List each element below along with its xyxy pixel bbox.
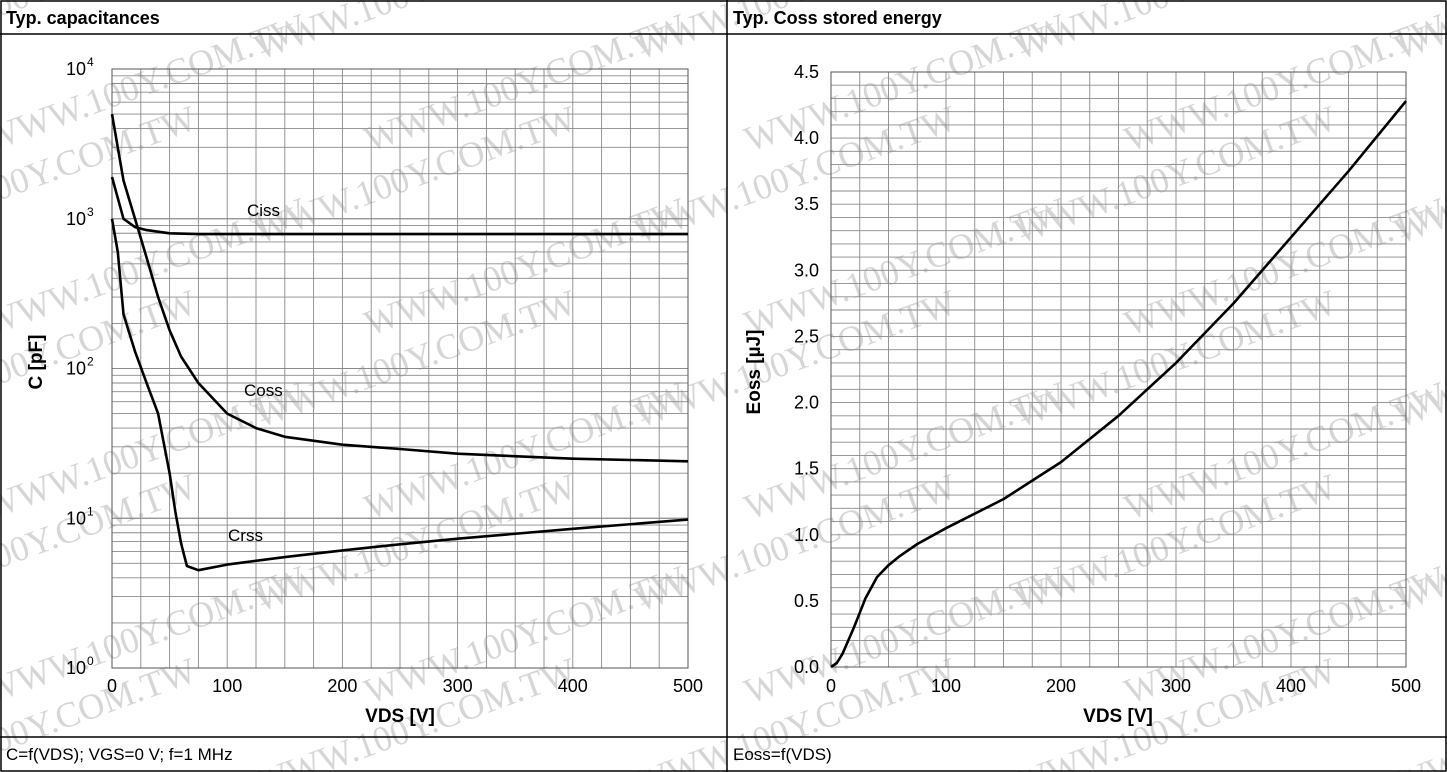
y-tick-label: 3.5	[794, 194, 819, 214]
series-line-eoss	[830, 100, 1408, 669]
annotation-ciss: Ciss	[247, 201, 280, 220]
y-tick-label: 0.5	[794, 591, 819, 611]
x-tick-label: 300	[1161, 676, 1191, 696]
series-line-ciss	[110, 176, 688, 236]
y-tick-label: 10	[66, 658, 86, 678]
x-tick-label: 100	[931, 676, 961, 696]
y-tick-exponent: 0	[87, 654, 94, 668]
x-tick-label: 0	[826, 676, 836, 696]
y-tick-label: 10	[66, 508, 86, 528]
panel-title-capacitances: Typ. capacitances	[6, 8, 160, 28]
x-tick-label: 100	[212, 676, 242, 696]
y-tick-exponent: 4	[87, 55, 94, 69]
annotation-crss: Crss	[228, 526, 263, 545]
energy-chart: 0 100 200 300 400 500 0.0 0.5 1.0 1.5 2.0 2.5 3.0 3.5…	[744, 62, 1421, 727]
capacitance-annotations: Ciss Coss Crss	[228, 201, 283, 545]
y-tick-label: 10	[66, 59, 86, 79]
series-line-crss	[110, 218, 689, 572]
x-tick-label: 400	[1276, 676, 1306, 696]
plot-area	[830, 71, 1407, 668]
x-tick-label: 200	[327, 676, 357, 696]
x-tick-label: 0	[107, 676, 117, 696]
series-line-coss	[110, 113, 689, 463]
y-tick-label: 2.5	[794, 326, 819, 346]
energy-tick-labels: 0 100 200 300 400 500 0.0 0.5 1.0 1.5 2.0 2.5 3.0 3.5…	[794, 62, 1421, 696]
x-tick-label: 300	[443, 676, 473, 696]
y-tick-label: 1.5	[794, 459, 819, 479]
energy-grid	[830, 71, 1407, 668]
capacitance-y-axis-label: C [pF]	[26, 335, 47, 390]
watermark-text: WWW.100Y.COM.TW	[1389, 650, 1447, 772]
y-tick-label: 2.0	[794, 393, 819, 413]
annotation-coss: Coss	[244, 381, 283, 400]
y-tick-label: 4.5	[794, 62, 819, 82]
y-tick-label: 0.0	[794, 657, 819, 677]
caption-capacitances: C=f(VDS); VGS=0 V; f=1 MHz	[6, 745, 233, 764]
y-tick-label: 3.0	[794, 260, 819, 280]
y-tick-exponent: 1	[87, 504, 94, 518]
energy-series	[830, 100, 1408, 669]
y-tick-label: 1.0	[794, 525, 819, 545]
plot-area	[111, 68, 689, 669]
x-tick-label: 500	[1391, 676, 1421, 696]
y-tick-exponent: 3	[87, 205, 94, 219]
energy-x-axis-label: VDS [V]	[1083, 706, 1153, 727]
capacitance-grid	[111, 68, 689, 669]
y-tick-label: 4.0	[794, 128, 819, 148]
x-tick-label: 200	[1046, 676, 1076, 696]
energy-y-axis-label: Eoss [µJ]	[744, 330, 765, 415]
capacitance-series	[110, 113, 689, 572]
x-tick-label: 400	[558, 676, 588, 696]
y-tick-exponent: 2	[87, 355, 94, 369]
y-tick-label: 10	[66, 209, 86, 229]
caption-energy: Eoss=f(VDS)	[733, 745, 832, 764]
capacitance-x-axis-label: VDS [V]	[365, 706, 435, 727]
x-tick-label: 500	[673, 676, 703, 696]
panel-title-energy: Typ. Coss stored energy	[733, 8, 942, 28]
y-tick-label: 10	[66, 359, 86, 379]
